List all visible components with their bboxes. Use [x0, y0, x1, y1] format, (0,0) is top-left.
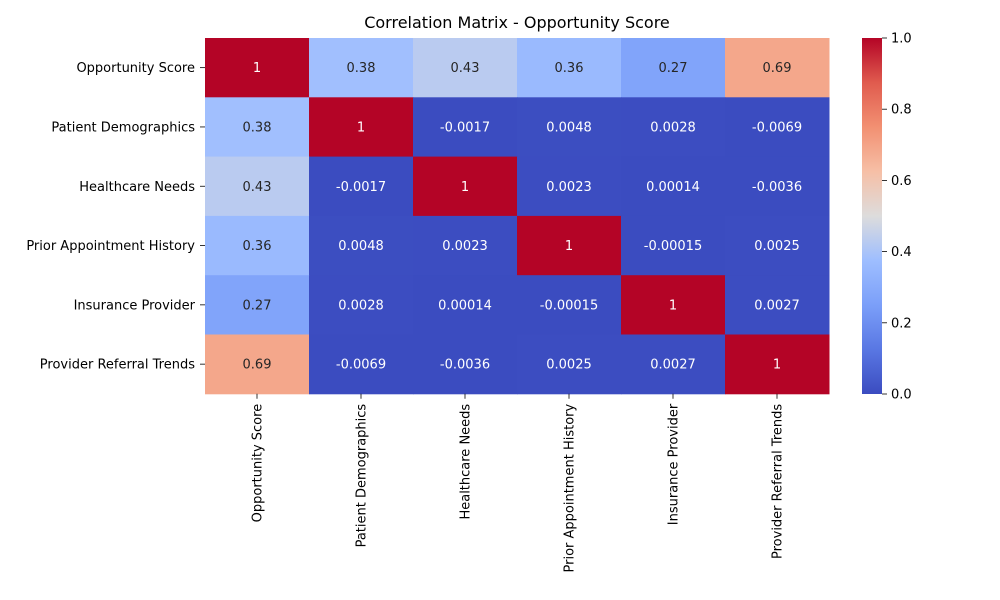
- x-axis-tick-label: Provider Referral Trends: [771, 404, 786, 559]
- cell-annotation: 1: [357, 120, 365, 135]
- heatmap-cell: [517, 38, 622, 98]
- cell-annotation: 0.43: [243, 180, 272, 195]
- heatmap-cell: [309, 97, 414, 158]
- heatmap-cell: [309, 38, 414, 98]
- cell-annotation: -0.0017: [440, 120, 490, 135]
- heatmap-cell: [725, 38, 830, 98]
- cell-annotation: -0.0069: [336, 358, 386, 373]
- heatmap-cell: [309, 215, 414, 276]
- heatmap-cell: [621, 156, 726, 217]
- cell-annotation: 0.38: [347, 61, 376, 76]
- cell-annotation: 0.27: [243, 298, 272, 313]
- heatmap-cell: [517, 97, 622, 158]
- cell-annotation: 0.00014: [646, 180, 700, 195]
- cell-annotations: 1 0.38 0.43 0.36 0.27 0.69 0.38 1 -0.0017 0.0048 0…: [243, 61, 803, 373]
- heatmap-cell: [725, 275, 830, 335]
- heatmap-cell: [205, 156, 310, 217]
- cell-annotation: 0.0027: [650, 358, 696, 373]
- cell-annotation: 0.0048: [546, 120, 592, 135]
- heatmap-cell: [725, 215, 830, 276]
- heatmap-cell: [205, 38, 310, 98]
- cell-annotation: 0.36: [555, 61, 584, 76]
- y-axis-tick-labels: Opportunity Score Patient Demographics Hea…: [26, 61, 205, 373]
- cell-annotation: -0.0036: [752, 180, 802, 195]
- heatmap-cell: [517, 334, 622, 395]
- cell-annotation: 0.38: [243, 120, 272, 135]
- cell-annotation: 0.0025: [754, 239, 800, 254]
- heatmap-cell: [621, 97, 726, 158]
- cell-annotation: 0.69: [763, 61, 792, 76]
- heatmap-cells: [205, 38, 830, 395]
- cell-annotation: 0.43: [451, 61, 480, 76]
- colorbar-tick-label: 1.0: [891, 32, 912, 47]
- colorbar-ticks: 0.0 0.2 0.4 0.6 0.8 1.0: [882, 32, 912, 403]
- heatmap-cell: [413, 215, 518, 276]
- cell-annotation: -0.00015: [540, 298, 598, 313]
- cell-annotation: 0.0028: [650, 120, 696, 135]
- y-axis-tick-label: Patient Demographics: [51, 120, 195, 135]
- colorbar-tick-label: 0.8: [891, 103, 912, 118]
- x-axis-tick-label: Patient Demographics: [355, 404, 370, 548]
- cell-annotation: 0.0023: [442, 239, 488, 254]
- cell-annotation: 0.69: [243, 358, 272, 373]
- heatmap-cell: [205, 97, 310, 158]
- x-axis-tick-label: Healthcare Needs: [459, 404, 474, 520]
- y-axis-tick-label: Opportunity Score: [76, 61, 195, 76]
- heatmap-cell: [621, 38, 726, 98]
- cell-annotation: 0.0028: [338, 298, 384, 313]
- heatmap-cell: [725, 334, 830, 395]
- heatmap-cell: [621, 275, 726, 335]
- x-axis-tick-label: Opportunity Score: [251, 404, 266, 523]
- heatmap-cell: [413, 156, 518, 217]
- cell-annotation: 1: [565, 239, 573, 254]
- heatmap-cell: [205, 215, 310, 276]
- cell-annotation: 0.0027: [754, 298, 800, 313]
- cell-annotation: -0.00015: [644, 239, 702, 254]
- heatmap-cell: [413, 334, 518, 395]
- heatmap-cell: [517, 156, 622, 217]
- cell-annotation: 0.27: [659, 61, 688, 76]
- heatmap-cell: [621, 334, 726, 395]
- cell-annotation: 0.36: [243, 239, 272, 254]
- colorbar-tick-label: 0.6: [891, 174, 912, 189]
- y-axis-tick-label: Prior Appointment History: [26, 239, 195, 254]
- heatmap-cell: [205, 275, 310, 335]
- x-axis-tick-label: Prior Appointment History: [563, 404, 578, 573]
- cell-annotation: -0.0017: [336, 180, 386, 195]
- heatmap-cell: [413, 38, 518, 98]
- colorbar-tick-label: 0.2: [891, 316, 912, 331]
- cell-annotation: 1: [253, 61, 261, 76]
- heatmap-cell: [725, 97, 830, 158]
- cell-annotation: 0.00014: [438, 298, 492, 313]
- cell-annotation: 1: [461, 180, 469, 195]
- cell-annotation: 0.0025: [546, 358, 592, 373]
- y-axis-tick-label: Healthcare Needs: [79, 180, 195, 195]
- cell-annotation: 1: [669, 298, 677, 313]
- heatmap-cell: [517, 215, 622, 276]
- heatmap-cell: [621, 215, 726, 276]
- cell-annotation: 0.0048: [338, 239, 384, 254]
- heatmap-cell: [413, 275, 518, 335]
- heatmap-cell: [517, 275, 622, 335]
- colorbar: 0.0 0.2 0.4 0.6 0.8 1.0: [862, 32, 912, 403]
- x-axis-tick-label: Insurance Provider: [667, 403, 682, 525]
- y-axis-tick-label: Provider Referral Trends: [40, 358, 195, 373]
- cell-annotation: 1: [773, 358, 781, 373]
- cell-annotation: -0.0069: [752, 120, 802, 135]
- heatmap-cell: [205, 334, 310, 395]
- heatmap-cell: [725, 156, 830, 217]
- cell-annotation: -0.0036: [440, 358, 490, 373]
- heatmap-cell: [309, 275, 414, 335]
- colorbar-gradient: [862, 38, 882, 394]
- cell-annotation: 0.0023: [546, 180, 592, 195]
- y-axis-tick-label: Insurance Provider: [74, 298, 196, 313]
- chart-title: Correlation Matrix - Opportunity Score: [364, 13, 670, 32]
- colorbar-tick-label: 0.4: [891, 245, 912, 260]
- heatmap-cell: [309, 156, 414, 217]
- heatmap-cell: [413, 97, 518, 158]
- x-axis-tick-labels: Opportunity Score Patient Demographics Hea…: [251, 393, 786, 573]
- heatmap-cell: [309, 334, 414, 395]
- colorbar-tick-label: 0.0: [891, 388, 912, 403]
